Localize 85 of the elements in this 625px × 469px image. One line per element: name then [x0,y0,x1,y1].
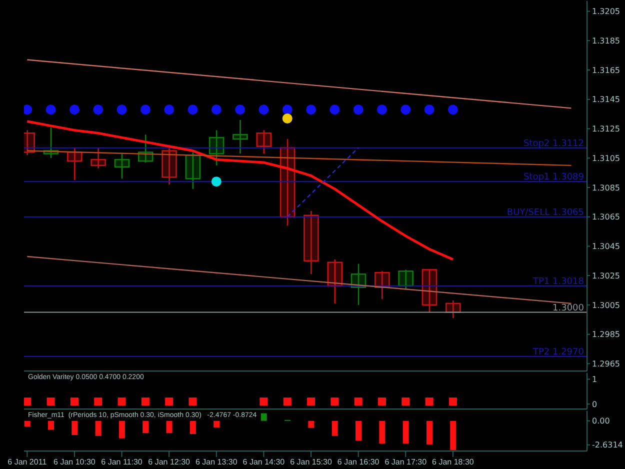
candlestick [162,147,177,186]
x-tick-label: 6 Jan 2011 [8,458,48,467]
candlestick [66,147,82,181]
bar [95,420,102,436]
bar [379,420,386,444]
point [353,104,364,115]
bar [24,420,30,427]
point [140,104,150,115]
candlestick [114,153,130,180]
y-tick-label: 0 [592,400,598,409]
x-tick-label: 6 Jan 10:30 [54,458,96,467]
bar [142,420,149,434]
candlestick [256,130,272,154]
candlestick [422,269,438,313]
point [330,104,340,115]
candlestick [208,130,224,166]
point [188,104,198,115]
candlestick [138,134,154,164]
y-tick-label: 0.00 [592,416,610,426]
point [235,104,246,115]
point [93,104,104,115]
point [448,104,458,115]
line-series [26,120,454,261]
point [258,104,269,115]
point [282,113,292,124]
y-tick-label: 1.3145 [592,95,620,104]
y-tick-label: 1.3085 [592,183,620,192]
candlestick [232,119,248,154]
x-tick-label: 6 Jan 16:30 [337,458,380,467]
y-tick-label: 1.3045 [592,242,620,252]
y-tick-label: 1.2965 [592,360,620,368]
y-tick-label: 1.3205 [592,7,620,16]
x-tick-label: 6 Jan 12:30 [148,458,191,467]
point [282,104,292,115]
bar [450,420,456,450]
y-tick-label: 1.3185 [592,36,620,46]
x-tick-label: 6 Jan 18:30 [432,458,474,467]
point [116,104,127,115]
bar [166,420,172,434]
ref-line-label: TP1 1.3018 [532,276,584,287]
y-tick-label: 1.3065 [592,212,620,222]
point [211,176,222,187]
bar [402,420,409,444]
y-tick-label: 1.3165 [592,66,620,75]
candlestick [445,300,461,319]
bar [426,420,432,444]
point [424,104,434,115]
x-tick-label: 6 Jan 11:30 [101,458,143,467]
bar [214,420,220,428]
bar [260,413,267,421]
point [376,104,387,115]
bar [356,420,362,441]
bar [308,420,314,428]
candlestick [185,152,201,190]
bar [48,420,54,430]
x-tick-label: 6 Jan 13:30 [195,458,238,467]
y-tick-label: -2.6314 [592,440,623,450]
ref-line-label: 1.3000 [552,303,584,314]
ref-line-label: Stop1 1.3089 [523,172,584,183]
candlestick [90,147,106,170]
bar [190,420,196,434]
bar [118,420,125,438]
bar [332,420,338,436]
point [164,104,174,115]
x-tick-label: 6 Jan 17:30 [384,458,428,467]
ref-line-label: BUY/SELL 1.3065 [506,208,584,218]
y-tick-label: 1 [592,375,598,384]
bar [72,420,78,436]
y-tick-label: 1.3125 [592,124,620,134]
point [306,104,316,115]
x-tick-label: 6 Jan 14:30 [242,458,286,467]
y-tick-label: 1.3105 [592,154,620,163]
x-tick-label: 6 Jan 15:30 [290,458,332,467]
ref-line-label: TP2 1.2970 [532,347,584,358]
y-tick-label: 1.3005 [592,300,620,310]
candlestick [327,258,342,304]
point [46,104,56,115]
point [211,104,222,115]
candlestick [398,269,414,290]
ref-line-label: Stop2 1.3112 [523,138,584,149]
point [400,104,411,115]
candlestick [304,210,319,275]
y-tick-label: 1.3025 [592,271,620,280]
y-tick-label: 1.2985 [592,330,620,340]
point [69,104,80,115]
